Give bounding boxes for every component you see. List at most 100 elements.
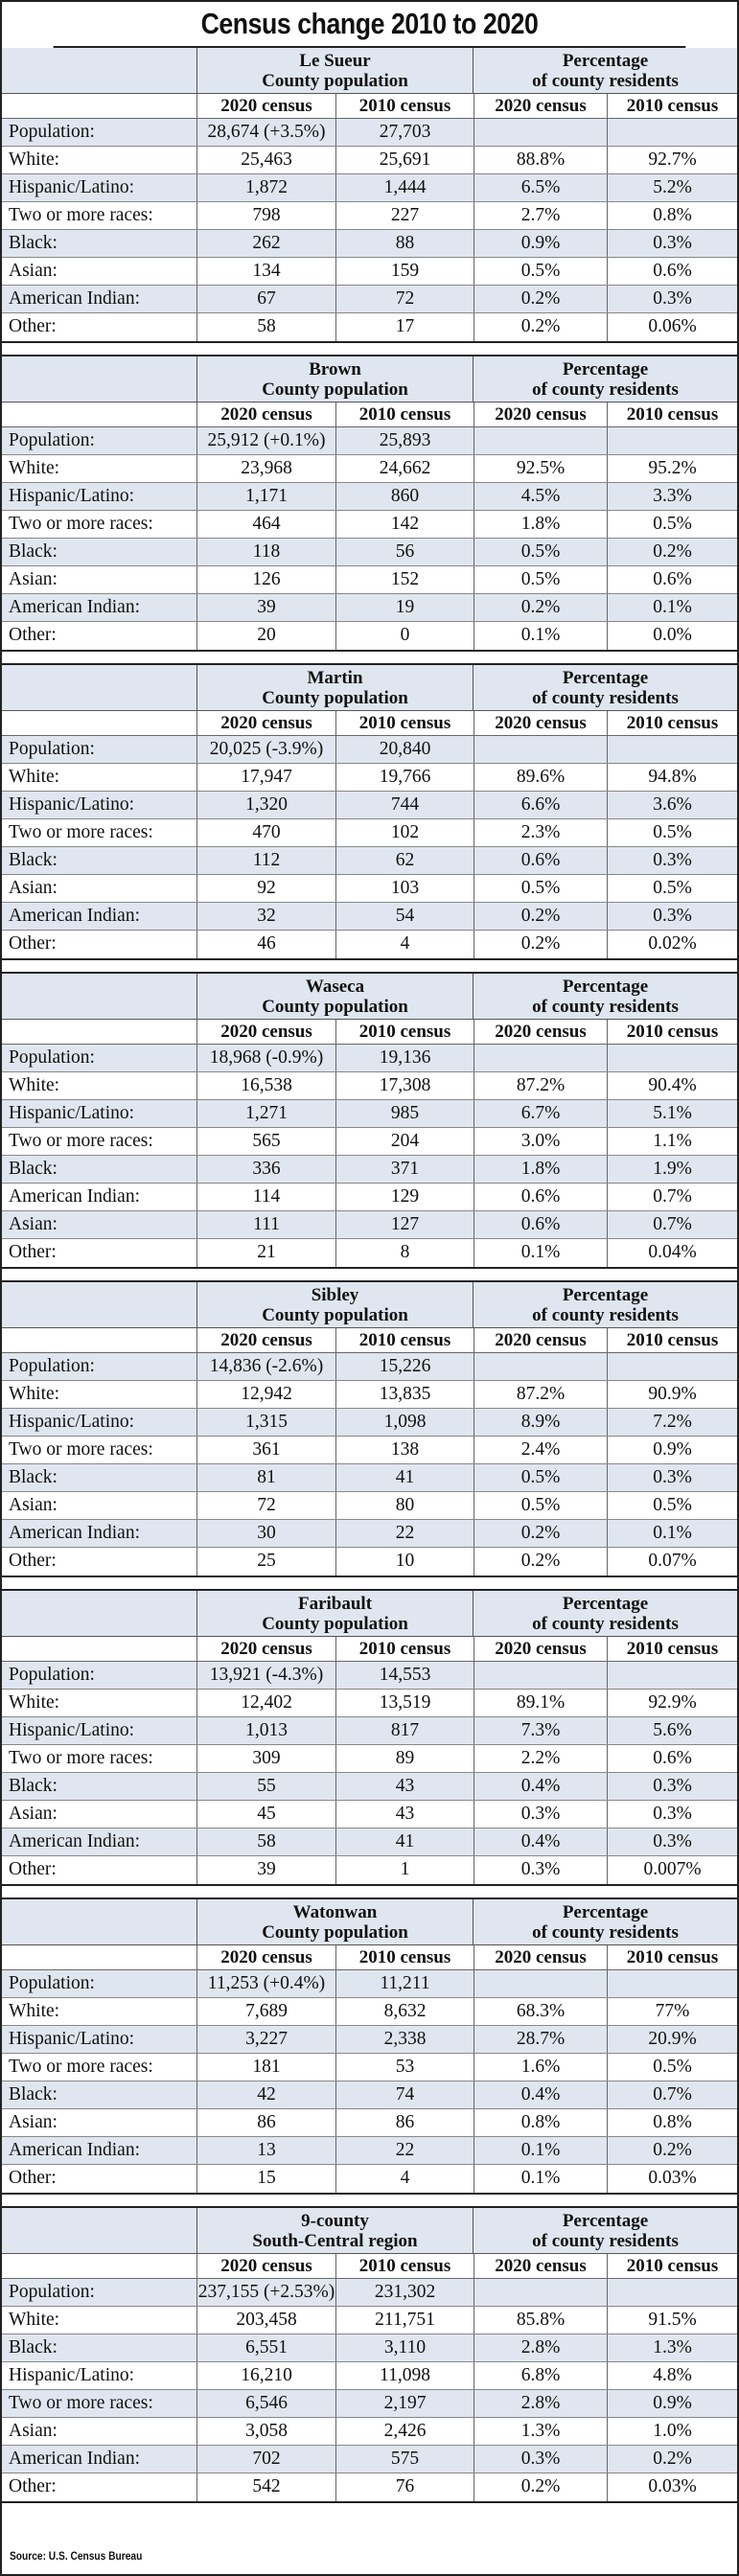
table-row: White: 12,402 13,519 89.1% 92.9% <box>2 1690 737 1717</box>
col-2010-pct: 2010 census <box>607 1945 737 1969</box>
cell-2010-pct: 0.6% <box>607 1745 737 1772</box>
row-label: Black: <box>9 2337 58 2358</box>
cell-2020-pct: 8.9% <box>473 1409 607 1436</box>
cell-2010-count: 11,098 <box>335 2362 473 2389</box>
row-label: White: <box>9 458 60 478</box>
column-subheader: 2020 census 2010 census 2020 census 2010 ce… <box>2 2254 737 2279</box>
cell-2020-count: 1,872 <box>196 174 335 201</box>
cell-2020-count: 13 <box>196 2137 335 2164</box>
cell-2010-count: 102 <box>335 819 473 846</box>
cell-2010-count: 371 <box>335 1156 473 1183</box>
cell-2020-pct: 2.4% <box>473 1437 607 1463</box>
cell-2020-pct <box>473 2279 607 2306</box>
row-label: Black: <box>9 850 58 870</box>
row-label: Population: <box>9 1665 95 1685</box>
row-label: Asian: <box>9 1214 58 1234</box>
table-row: Other: 15 4 0.1% 0.03% <box>2 2165 737 2193</box>
cell-2020-pct: 28.7% <box>473 2026 607 2053</box>
cell-2020-pct <box>473 1045 607 1071</box>
table-row: American Indian: 32 54 0.2% 0.3% <box>2 903 737 931</box>
col-2010-pct: 2010 census <box>607 2254 737 2278</box>
col-2010-census: 2010 census <box>335 1945 473 1969</box>
row-label: Black: <box>9 1159 58 1179</box>
row-label: Population: <box>9 1356 95 1376</box>
cell-2010-pct: 0.1% <box>607 1520 737 1547</box>
cell-2020-count: 336 <box>196 1156 335 1183</box>
cell-2020-count: 1,271 <box>196 1100 335 1127</box>
pct-head-line1: Percentage <box>562 51 649 71</box>
percentage-group-head: Percentage of county residents <box>473 1899 737 1944</box>
row-label: Black: <box>9 1467 58 1487</box>
county-name: Le Sueur <box>299 51 371 71</box>
cell-2010-pct <box>607 736 737 763</box>
cell-2020-pct: 1.8% <box>473 1156 607 1183</box>
county-subtitle: County population <box>262 71 408 91</box>
cell-2020-count: 126 <box>196 566 335 593</box>
table-row: White: 7,689 8,632 68.3% 77% <box>2 1998 737 2026</box>
cell-2020-count: 86 <box>196 2109 335 2136</box>
col-2010-pct: 2010 census <box>607 711 737 735</box>
table-row: Asian: 45 43 0.3% 0.3% <box>2 1801 737 1828</box>
table-row: Two or more races: 464 142 1.8% 0.5% <box>2 511 737 539</box>
cell-2010-pct: 20.9% <box>607 2026 737 2053</box>
table-row: Two or more races: 181 53 1.6% 0.5% <box>2 2054 737 2082</box>
cell-2010-count: 13,519 <box>335 1690 473 1716</box>
col-2020-pct: 2020 census <box>473 2254 607 2278</box>
row-label: Hispanic/Latino: <box>9 794 135 815</box>
cell-2010-pct: 0.3% <box>607 1464 737 1491</box>
cell-2010-count: 22 <box>335 1520 473 1547</box>
population-group-head: Faribault County population <box>196 1591 473 1636</box>
row-label: American Indian: <box>9 2449 140 2469</box>
cell-2010-pct: 90.4% <box>607 1072 737 1099</box>
row-label: Hispanic/Latino: <box>9 177 135 197</box>
cell-2010-count: 142 <box>335 511 473 538</box>
cell-2010-count: 985 <box>335 1100 473 1127</box>
row-label: Asian: <box>9 2421 58 2441</box>
cell-2010-pct <box>607 1045 737 1071</box>
cell-2020-pct: 0.5% <box>473 1464 607 1491</box>
cell-2010-pct: 7.2% <box>607 1409 737 1436</box>
table-row: Population: 14,836 (-2.6%) 15,226 <box>2 1353 737 1381</box>
col-2010-pct: 2010 census <box>607 1637 737 1661</box>
cell-2010-pct: 0.5% <box>607 819 737 846</box>
cell-2010-pct: 0.3% <box>607 286 737 312</box>
column-subheader: 2020 census 2010 census 2020 census 2010 ce… <box>2 1328 737 1353</box>
cell-2020-pct: 6.5% <box>473 174 607 201</box>
table-row: American Indian: 114 129 0.6% 0.7% <box>2 1184 737 1211</box>
cell-2020-count: 72 <box>196 1492 335 1519</box>
row-label: Two or more races: <box>9 1748 153 1768</box>
table-row: Hispanic/Latino: 1,271 985 6.7% 5.1% <box>2 1100 737 1128</box>
subhead-blank <box>2 1020 196 1044</box>
subhead-blank <box>2 1637 196 1661</box>
cell-2010-pct: 92.9% <box>607 1690 737 1716</box>
table-row: Other: 46 4 0.2% 0.02% <box>2 931 737 958</box>
table-row: Population: 11,253 (+0.4%) 11,211 <box>2 1970 737 1998</box>
pct-head-line1: Percentage <box>562 1594 649 1614</box>
col-2010-pct: 2010 census <box>607 94 737 118</box>
cell-2010-count: 25,691 <box>335 147 473 173</box>
row-label: Population: <box>9 1973 95 1993</box>
cell-2010-pct: 0.04% <box>607 1239 737 1267</box>
table-row: Two or more races: 361 138 2.4% 0.9% <box>2 1437 737 1464</box>
cell-2010-count: 56 <box>335 539 473 565</box>
cell-2020-pct: 89.6% <box>473 764 607 791</box>
cell-2010-pct <box>607 119 737 146</box>
cell-2010-pct: 3.3% <box>607 483 737 510</box>
section-header: Waseca County population Percentage of coun… <box>2 974 737 1020</box>
cell-2020-pct: 0.4% <box>473 1773 607 1800</box>
cell-2010-pct: 0.6% <box>607 566 737 593</box>
cell-2020-pct: 0.5% <box>473 875 607 902</box>
cell-2020-pct: 0.9% <box>473 230 607 257</box>
cell-2010-count: 54 <box>335 903 473 930</box>
cell-2010-count: 11,211 <box>335 1970 473 1997</box>
table-row: Black: 42 74 0.4% 0.7% <box>2 2082 737 2109</box>
cell-2020-count: 203,458 <box>196 2307 335 2334</box>
county-name: Watonwan <box>292 1902 378 1922</box>
cell-2020-count: 67 <box>196 286 335 312</box>
cell-2020-pct: 1.6% <box>473 2054 607 2081</box>
cell-2020-pct: 0.2% <box>473 1548 607 1576</box>
col-2010-census: 2010 census <box>335 1328 473 1352</box>
table-row: Other: 20 0 0.1% 0.0% <box>2 622 737 650</box>
cell-2010-pct: 0.7% <box>607 1211 737 1238</box>
cell-2010-pct: 0.3% <box>607 847 737 874</box>
